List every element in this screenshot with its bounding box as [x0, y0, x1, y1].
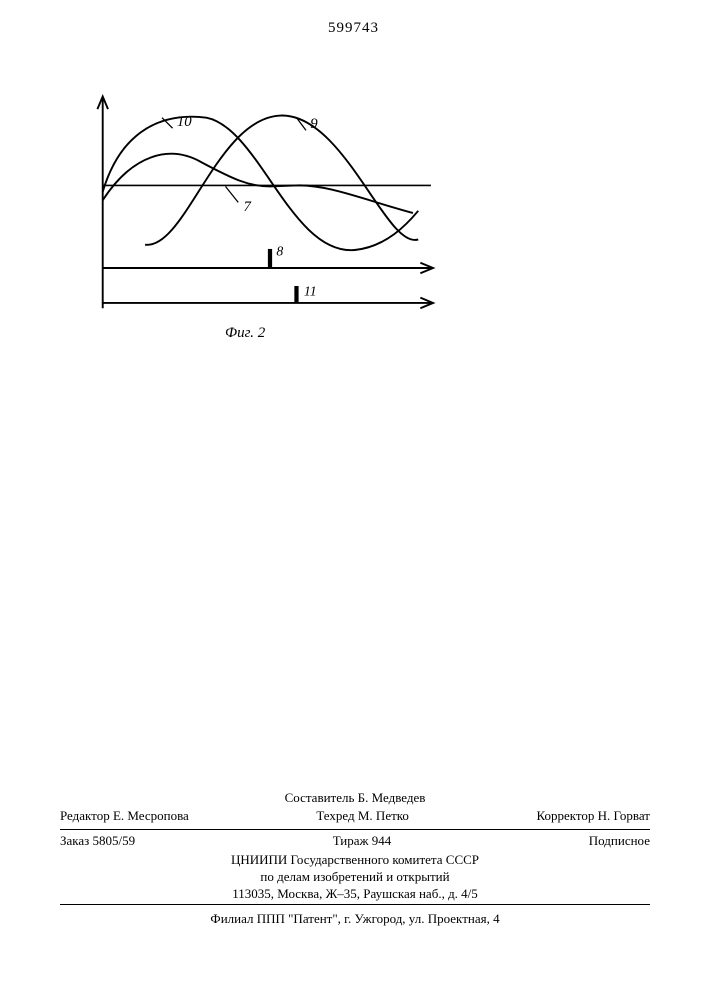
subscription: Подписное [589, 833, 650, 849]
branch-line: Филиал ППП "Патент", г. Ужгород, ул. Про… [60, 911, 650, 927]
corrector: Корректор Н. Горват [536, 808, 650, 824]
label-9: 9 [310, 116, 318, 132]
y-axis [97, 96, 108, 308]
circulation: Тираж 944 [333, 833, 392, 849]
figure-caption: Фиг. 2 [225, 325, 265, 342]
order-number: Заказ 5805/59 [60, 833, 135, 849]
leader-7 [226, 186, 239, 202]
imprint-block: Составитель Б. Медведев Редактор Е. Меср… [60, 790, 650, 927]
label-10: 10 [177, 114, 192, 130]
compiler-line: Составитель Б. Медведев [60, 790, 650, 806]
divider-1 [60, 829, 650, 830]
time-axis-1 [103, 249, 433, 273]
divider-2 [60, 904, 650, 905]
figure-2: 10 9 7 8 11 [90, 85, 450, 325]
editor: Редактор Е. Месропова [60, 808, 189, 824]
address-line: 113035, Москва, Ж–35, Раушская наб., д. … [60, 886, 650, 902]
techred: Техред М. Петко [316, 808, 409, 824]
label-8: 8 [276, 243, 283, 258]
label-11: 11 [304, 284, 317, 299]
pulse-8 [268, 249, 272, 268]
label-7: 7 [244, 199, 252, 215]
curve-10 [103, 117, 419, 250]
time-axis-2 [103, 286, 433, 308]
curve-9 [145, 116, 418, 245]
org-line-1: ЦНИИПИ Государственного комитета СССР [60, 852, 650, 868]
patent-number: 599743 [0, 20, 707, 37]
waveform-diagram: 10 9 7 8 11 [90, 85, 450, 325]
pulse-11 [294, 286, 298, 303]
org-line-2: по делам изобретений и открытий [60, 869, 650, 885]
